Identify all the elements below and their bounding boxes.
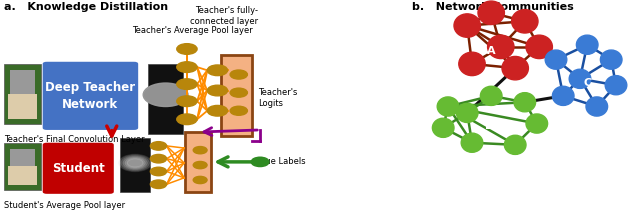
Circle shape [459,52,485,76]
Text: B: B [484,121,493,131]
Circle shape [504,135,526,154]
Circle shape [514,93,536,112]
Text: Deep Teacher
Network: Deep Teacher Network [45,81,136,111]
FancyBboxPatch shape [4,143,40,190]
Circle shape [511,10,538,33]
Text: Teacher's Average Pool layer: Teacher's Average Pool layer [132,26,253,35]
Circle shape [569,69,591,88]
Circle shape [502,56,529,80]
FancyBboxPatch shape [185,132,211,192]
FancyBboxPatch shape [10,70,35,96]
Text: a.   Knowledge Distillation: a. Knowledge Distillation [4,2,168,12]
Circle shape [545,50,567,69]
Circle shape [207,85,228,96]
Circle shape [153,88,178,101]
Circle shape [177,79,197,89]
Circle shape [488,35,514,59]
Circle shape [123,157,147,169]
Circle shape [193,176,207,184]
FancyBboxPatch shape [221,55,252,136]
Circle shape [156,89,176,100]
Text: A: A [487,46,495,56]
Circle shape [150,87,180,103]
Circle shape [121,155,149,170]
Circle shape [586,97,607,116]
Circle shape [456,103,478,122]
Circle shape [127,159,143,167]
Circle shape [230,70,248,79]
Circle shape [143,83,188,106]
Circle shape [230,88,248,97]
Circle shape [526,35,552,59]
Circle shape [150,180,166,189]
Circle shape [150,154,166,163]
Circle shape [150,167,166,176]
Circle shape [156,89,176,100]
FancyBboxPatch shape [8,94,36,119]
Text: Student's Average Pool layer: Student's Average Pool layer [4,201,125,210]
Text: Student: Student [52,162,104,175]
FancyBboxPatch shape [148,64,183,134]
FancyBboxPatch shape [10,149,35,168]
Circle shape [600,50,622,69]
Circle shape [230,106,248,115]
Circle shape [605,76,627,95]
Circle shape [143,83,188,106]
Circle shape [148,86,183,104]
Circle shape [119,154,152,171]
Circle shape [526,114,548,133]
Text: b.   Network Communities: b. Network Communities [412,2,573,12]
Circle shape [437,97,459,116]
Circle shape [177,44,197,54]
Circle shape [478,1,504,24]
FancyBboxPatch shape [120,138,150,192]
Text: Teacher's fully-
connected layer: Teacher's fully- connected layer [190,6,258,26]
Circle shape [193,147,207,154]
Circle shape [207,105,228,116]
Circle shape [125,158,145,168]
Text: True Labels: True Labels [258,157,306,166]
Circle shape [148,86,183,104]
Circle shape [177,114,197,125]
Circle shape [146,84,186,105]
Text: Teacher's Final Convolution Layer: Teacher's Final Convolution Layer [4,135,145,144]
Circle shape [577,35,598,54]
Circle shape [150,142,166,150]
Circle shape [177,96,197,106]
FancyBboxPatch shape [8,166,36,185]
Circle shape [552,86,574,105]
Circle shape [251,157,269,167]
Circle shape [177,62,197,72]
Circle shape [433,118,454,137]
Circle shape [461,133,483,152]
Circle shape [193,161,207,169]
Circle shape [153,88,178,101]
Circle shape [150,87,180,103]
Circle shape [146,84,186,105]
Circle shape [207,65,228,76]
FancyBboxPatch shape [43,62,138,130]
FancyBboxPatch shape [4,64,40,124]
Text: Teacher's
Logits: Teacher's Logits [258,88,298,108]
Circle shape [481,86,502,105]
Circle shape [454,14,481,37]
Text: C: C [583,78,591,88]
FancyBboxPatch shape [43,143,114,194]
